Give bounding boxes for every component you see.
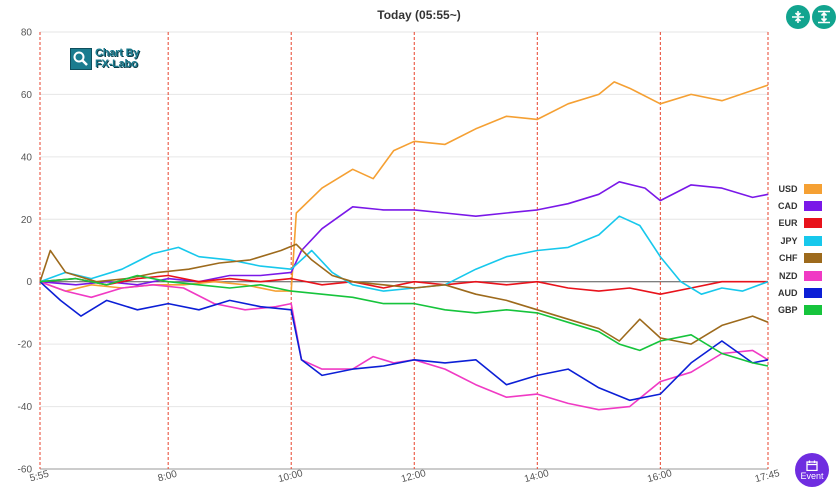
series-line-aud [39, 281, 769, 402]
legend-label: CHF [779, 253, 798, 264]
legend-swatch [803, 235, 822, 246]
x-tick-label: 12:00 [400, 468, 427, 485]
chart-title: Today (05:55~) [377, 8, 461, 22]
legend-label: AUD [778, 288, 798, 299]
y-tick-label: -60 [18, 465, 33, 476]
y-tick-label: 40 [21, 152, 33, 163]
legend-swatch [803, 253, 822, 264]
legend-label: USD [778, 183, 798, 194]
event-button[interactable]: Event [795, 453, 829, 487]
x-tick-label: 17:45 [754, 468, 781, 485]
y-tick-label: -40 [18, 402, 33, 413]
legend-label: NZD [779, 270, 798, 281]
legend-item-gbp[interactable]: GBP [778, 302, 822, 319]
y-tick-label: 80 [21, 28, 33, 39]
x-tick-label: 8:00 [157, 469, 179, 485]
y-tick-label: 60 [21, 90, 33, 101]
legend-item-usd[interactable]: USD [778, 180, 822, 197]
x-tick-label: 10:00 [277, 468, 304, 485]
legend-swatch [803, 201, 822, 212]
logo-icon [70, 48, 92, 70]
legend-swatch [803, 288, 822, 299]
fx-labo-logo: Chart By FX-Labo [70, 48, 139, 70]
series-line-chf [39, 243, 769, 345]
event-label: Event [800, 470, 824, 481]
calendar-icon [806, 460, 818, 471]
legend-item-nzd[interactable]: NZD [778, 267, 822, 284]
legend-swatch [803, 183, 822, 194]
legend: USD CAD EUR JPY CHF NZD AUD GBP [778, 180, 822, 319]
legend-label: JPY [780, 235, 798, 246]
compress-vertical-icon [792, 11, 804, 23]
y-tick-label: 0 [26, 277, 32, 288]
y-tick-label: -20 [18, 340, 33, 351]
logo-text: Chart By FX-Labo [95, 48, 139, 70]
x-tick-label: 16:00 [646, 468, 673, 485]
legend-item-eur[interactable]: EUR [778, 215, 822, 232]
legend-label: EUR [778, 218, 798, 229]
logo-line-2: FX-Labo [95, 58, 138, 70]
x-tick-label: 14:00 [523, 468, 550, 485]
expand-button[interactable] [812, 5, 836, 29]
legend-item-jpy[interactable]: JPY [778, 232, 822, 249]
compress-button[interactable] [786, 5, 810, 29]
series-line-gbp [39, 274, 769, 367]
series-line-nzd [39, 280, 769, 411]
series-line-usd [39, 81, 769, 292]
series-line-eur [39, 274, 768, 295]
logo-line-1: Chart By [95, 47, 140, 59]
x-tick-label: 5:55 [29, 469, 51, 485]
series-line-cad [39, 181, 769, 286]
y-tick-label: 20 [21, 215, 33, 226]
legend-swatch [803, 218, 822, 229]
legend-item-cad[interactable]: CAD [778, 197, 822, 214]
legend-swatch [803, 270, 822, 281]
legend-item-chf[interactable]: CHF [778, 250, 822, 267]
legend-item-aud[interactable]: AUD [778, 284, 822, 301]
legend-label: GBP [778, 305, 798, 316]
expand-vertical-icon [818, 10, 830, 24]
legend-label: CAD [778, 201, 798, 212]
legend-swatch [803, 305, 822, 316]
